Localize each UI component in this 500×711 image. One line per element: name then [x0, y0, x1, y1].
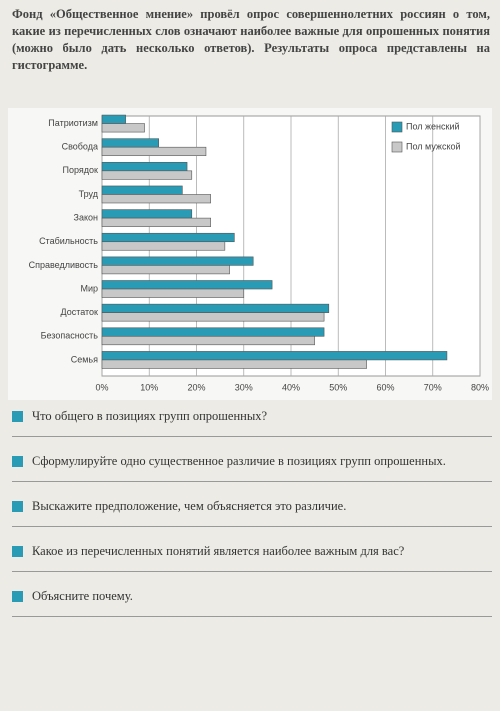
y-tick-label: Свобода: [62, 142, 98, 152]
legend-swatch: [391, 121, 403, 133]
x-tick-label: 80%: [471, 382, 489, 392]
question: Какое из перечисленных понятий является …: [12, 543, 492, 572]
x-tick-label: 60%: [376, 382, 394, 392]
bar: [101, 265, 230, 275]
bar: [101, 359, 367, 369]
question-text: Выскажите предположение, чем объясняется…: [32, 499, 347, 513]
intro-text: Фонд «Общественное мнение» провёл опрос …: [12, 7, 490, 72]
bar: [101, 303, 330, 313]
x-tick-label: 40%: [282, 382, 300, 392]
question: Выскажите предположение, чем объясняется…: [12, 498, 492, 527]
y-tick-label: Достаток: [61, 307, 99, 317]
bar: [101, 288, 245, 298]
x-tick-label: 20%: [187, 382, 205, 392]
question-text: Сформулируйте одно существенное различие…: [32, 454, 446, 468]
question-text: Объясните почему.: [32, 589, 133, 603]
bar: [101, 351, 448, 361]
bar: [101, 241, 226, 251]
bar: [101, 194, 211, 204]
bar: [101, 335, 315, 346]
bar: [101, 312, 325, 322]
bullet: [12, 591, 23, 602]
y-tick-label: Мир: [80, 283, 98, 293]
bar: [101, 170, 193, 180]
bar: [101, 217, 211, 227]
y-tick-label: Стабильность: [39, 236, 98, 246]
legend-label: Пол женский: [406, 121, 460, 131]
bar: [101, 256, 254, 266]
y-tick-label: Справедливость: [29, 260, 99, 270]
question: Сформулируйте одно существенное различие…: [12, 453, 492, 482]
bar: [101, 114, 126, 124]
question: Что общего в позициях групп опрошенных?: [12, 408, 492, 437]
y-tick-label: Семья: [71, 354, 98, 364]
x-tick-label: 30%: [235, 382, 253, 392]
chart: 0% 10% 20% 30% 40% 50% 60% 70% 80% Патриотизм Своб…: [8, 108, 492, 400]
bar: [101, 138, 160, 148]
bar: [101, 232, 235, 243]
question-text: Какое из перечисленных понятий является …: [32, 544, 405, 558]
bullet: [12, 456, 23, 467]
questions: Что общего в позициях групп опрошенных? С…: [12, 408, 492, 633]
y-tick-label: Патриотизм: [48, 118, 98, 128]
x-tick-label: 70%: [424, 382, 442, 392]
bar: [101, 162, 188, 172]
bullet: [12, 411, 23, 422]
y-tick-label: Порядок: [63, 165, 99, 175]
bar: [101, 185, 183, 195]
bar: [101, 327, 325, 337]
x-tick-label: 10%: [140, 382, 158, 392]
x-tick-label: 0%: [95, 382, 108, 392]
legend-label: Пол мужской: [406, 141, 461, 151]
legend-swatch: [391, 141, 403, 153]
bar: [101, 209, 193, 219]
x-tick-label: 50%: [329, 382, 347, 392]
y-tick-label: Закон: [74, 212, 98, 222]
bar: [101, 146, 207, 157]
question-text: Что общего в позициях групп опрошенных?: [32, 409, 268, 423]
y-tick-label: Труд: [79, 189, 99, 199]
bullet: [12, 546, 23, 557]
y-tick-label: Безопасность: [41, 331, 99, 341]
bar: [101, 123, 145, 133]
question: Объясните почему.: [12, 588, 492, 617]
bar: [101, 280, 273, 290]
bullet: [12, 501, 23, 512]
